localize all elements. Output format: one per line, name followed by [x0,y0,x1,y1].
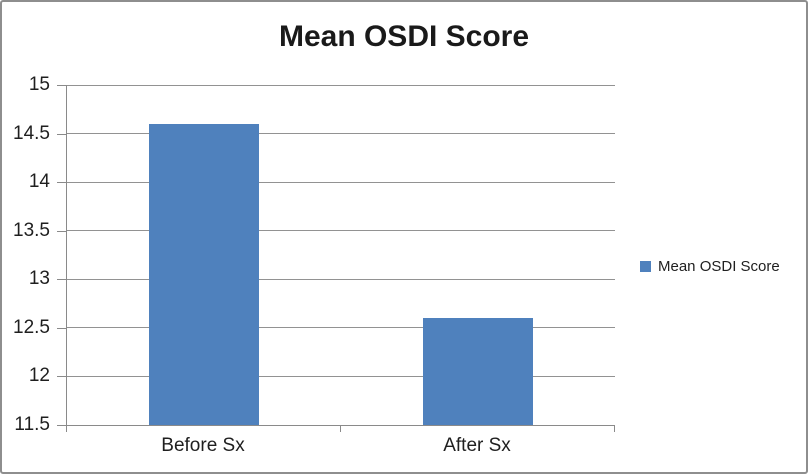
bar-before-sx [149,123,259,425]
y-tick [57,85,66,86]
gridline [67,84,615,86]
gridline [67,181,615,183]
x-axis-label: After Sx [443,435,511,456]
x-tick [66,426,67,432]
chart-title: Mean OSDI Score [278,20,530,53]
y-tick [57,230,66,232]
gridline [67,375,615,377]
x-tick [340,426,341,432]
y-tick [57,279,66,281]
y-tick [57,327,66,329]
x-tick [614,426,615,432]
legend-item: Mean OSDI Score [640,258,780,275]
gridline [67,230,615,232]
y-tick [57,376,66,378]
legend: Mean OSDI Score [640,258,780,275]
y-axis-label: 12 [28,365,50,387]
gridline [67,327,615,329]
gridline [67,278,615,280]
gridline [67,133,615,135]
y-tick [57,425,66,426]
y-axis-label: 12.5 [13,316,50,338]
y-axis-label: 15 [28,74,50,95]
y-axis-label: 13.5 [13,219,50,241]
bar-after-sx [423,318,533,425]
y-tick [57,133,66,135]
plot-area [66,84,615,426]
y-axis-label: 13 [28,268,50,290]
legend-label: Mean OSDI Score [658,258,780,275]
y-axis-label: 14.5 [13,122,50,144]
y-axis-label: 14 [28,171,50,193]
x-axis-label: Before Sx [161,435,245,456]
y-tick [57,182,66,184]
legend-color-swatch-icon [640,261,651,272]
y-axis-label: 11.5 [14,414,50,435]
